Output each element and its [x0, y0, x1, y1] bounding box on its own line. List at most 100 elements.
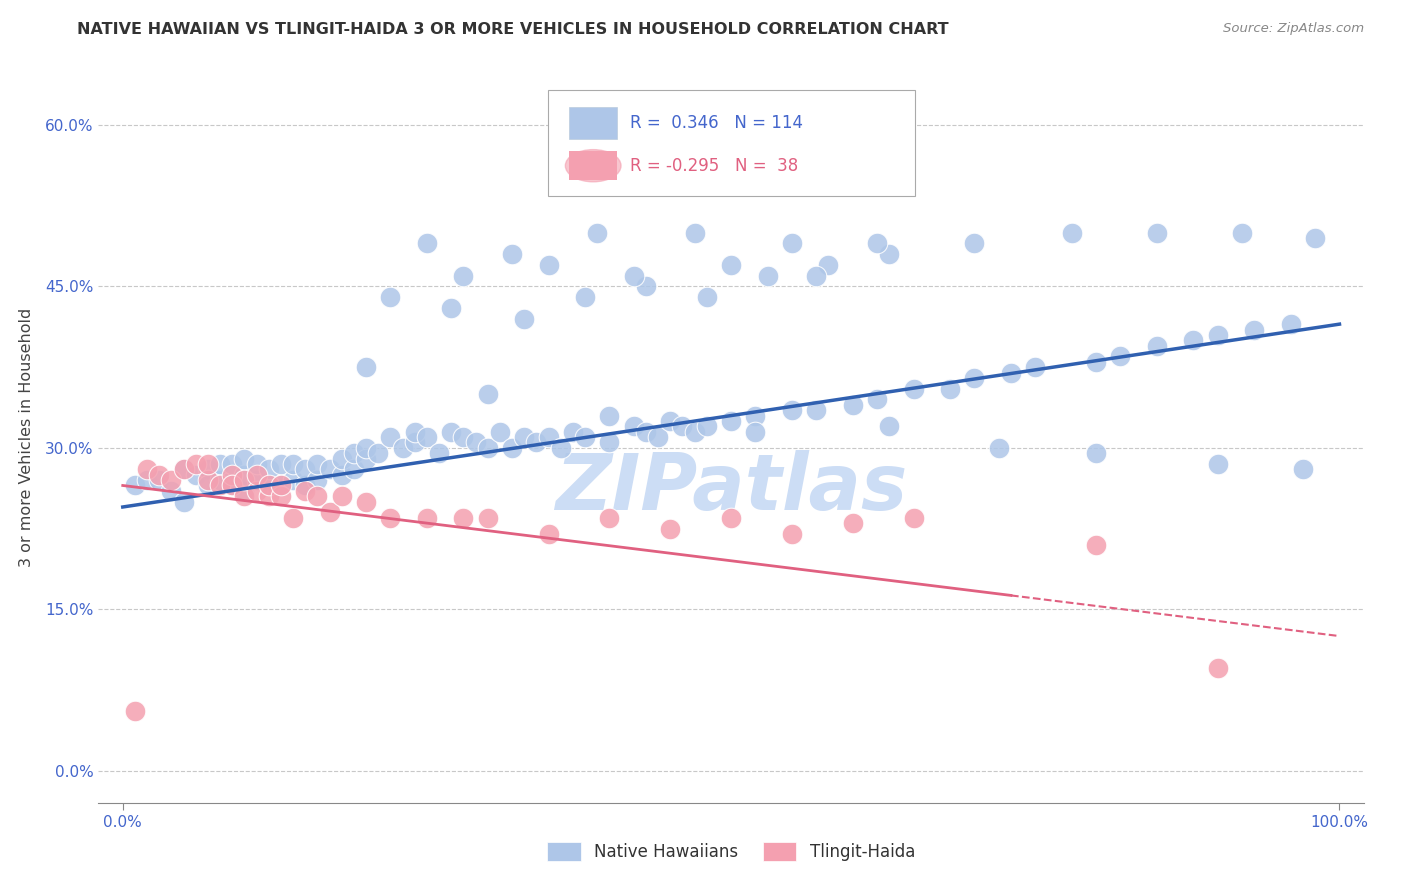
Point [1146, 226, 1168, 240]
Point [647, 430, 669, 444]
Point [246, 473, 269, 487]
Point [1182, 333, 1205, 347]
Point [1303, 231, 1326, 245]
Point [598, 435, 620, 450]
Legend: Native Hawaiians, Tlingit-Haida: Native Hawaiians, Tlingit-Haida [540, 835, 922, 868]
Point [136, 473, 159, 487]
Point [318, 462, 340, 476]
Point [281, 473, 304, 487]
Point [257, 462, 280, 476]
Point [173, 494, 195, 508]
Point [1279, 317, 1302, 331]
Point [806, 403, 828, 417]
Text: ZIPatlas: ZIPatlas [555, 450, 907, 526]
Point [780, 236, 803, 251]
Point [659, 414, 682, 428]
Point [270, 478, 292, 492]
Point [1206, 661, 1229, 675]
Point [780, 403, 803, 417]
Point [440, 301, 463, 315]
Point [574, 430, 596, 444]
Point [416, 510, 439, 524]
Point [416, 236, 439, 251]
Point [598, 510, 620, 524]
Point [1000, 366, 1022, 380]
Point [307, 473, 329, 487]
Point [806, 268, 828, 283]
Point [184, 457, 207, 471]
FancyBboxPatch shape [569, 151, 617, 180]
Point [634, 425, 657, 439]
Point [1230, 226, 1253, 240]
Point [1109, 350, 1132, 364]
Point [160, 473, 183, 487]
Point [683, 425, 706, 439]
Point [246, 467, 269, 482]
Point [391, 441, 413, 455]
Point [257, 478, 280, 492]
Point [477, 441, 499, 455]
Point [270, 478, 292, 492]
Point [160, 483, 183, 498]
Point [756, 268, 779, 283]
Point [173, 462, 195, 476]
Point [537, 527, 560, 541]
Point [866, 392, 889, 407]
Point [197, 462, 219, 476]
Point [343, 446, 366, 460]
Point [148, 473, 170, 487]
Point [623, 268, 645, 283]
Point [246, 483, 269, 498]
Point [561, 425, 585, 439]
Point [939, 382, 962, 396]
Point [281, 510, 304, 524]
Circle shape [565, 150, 621, 182]
Point [1060, 226, 1083, 240]
Point [233, 473, 256, 487]
Point [453, 430, 475, 444]
Point [659, 521, 682, 535]
Point [453, 268, 475, 283]
Point [404, 425, 426, 439]
Point [270, 489, 292, 503]
Point [343, 462, 366, 476]
Point [197, 457, 219, 471]
Point [136, 462, 159, 476]
Point [537, 430, 560, 444]
Point [148, 467, 170, 482]
FancyBboxPatch shape [547, 90, 914, 195]
Point [623, 419, 645, 434]
Point [903, 510, 925, 524]
Point [184, 467, 207, 482]
Point [477, 510, 499, 524]
Point [464, 435, 486, 450]
Point [866, 236, 889, 251]
Point [281, 457, 304, 471]
Point [221, 478, 243, 492]
Point [221, 478, 243, 492]
Point [209, 478, 232, 492]
Point [404, 435, 426, 450]
Point [501, 247, 523, 261]
Point [842, 398, 865, 412]
Point [221, 467, 243, 482]
Point [1206, 327, 1229, 342]
Point [817, 258, 839, 272]
Point [477, 387, 499, 401]
Point [354, 451, 377, 466]
Point [501, 441, 523, 455]
Point [1206, 457, 1229, 471]
Point [1292, 462, 1315, 476]
Point [671, 419, 693, 434]
Point [877, 247, 900, 261]
FancyBboxPatch shape [569, 107, 617, 139]
Point [197, 473, 219, 487]
Point [550, 441, 572, 455]
Point [380, 290, 402, 304]
Point [720, 414, 742, 428]
Point [307, 489, 329, 503]
Point [1085, 538, 1108, 552]
Point [354, 494, 377, 508]
Point [440, 425, 463, 439]
Point [354, 360, 377, 375]
